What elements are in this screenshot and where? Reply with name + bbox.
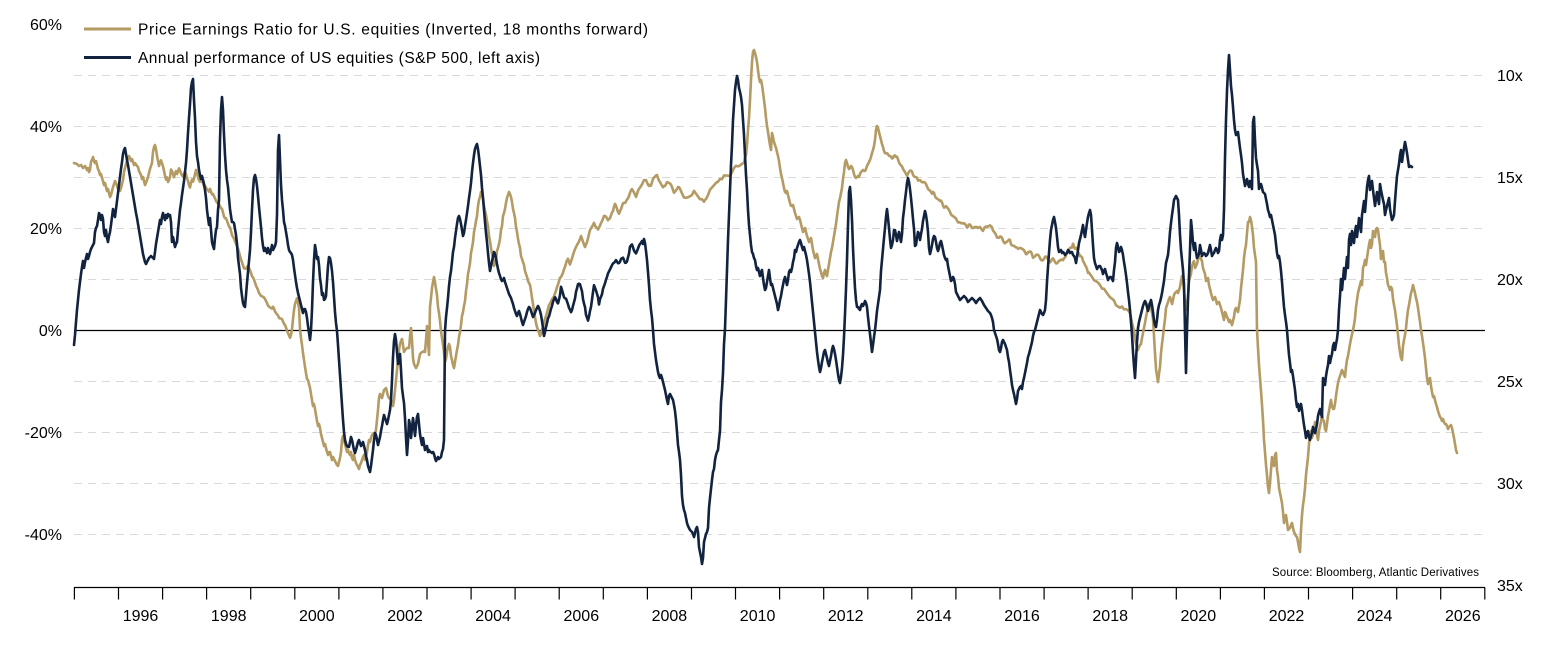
svg-text:10x: 10x bbox=[1497, 68, 1523, 85]
svg-text:2022: 2022 bbox=[1269, 608, 1305, 625]
svg-text:2026: 2026 bbox=[1445, 608, 1481, 625]
svg-text:2012: 2012 bbox=[828, 608, 864, 625]
svg-text:40%: 40% bbox=[30, 119, 62, 136]
svg-text:2008: 2008 bbox=[652, 608, 688, 625]
svg-text:20x: 20x bbox=[1497, 272, 1523, 289]
svg-text:1996: 1996 bbox=[123, 608, 159, 625]
svg-text:2016: 2016 bbox=[1004, 608, 1040, 625]
svg-text:35x: 35x bbox=[1497, 578, 1523, 595]
svg-text:30x: 30x bbox=[1497, 476, 1523, 493]
svg-text:2000: 2000 bbox=[299, 608, 335, 625]
svg-text:20%: 20% bbox=[30, 221, 62, 238]
svg-text:Price Earnings Ratio for U.S.: Price Earnings Ratio for U.S. equities (… bbox=[138, 22, 648, 39]
svg-text:60%: 60% bbox=[30, 17, 62, 34]
svg-text:25x: 25x bbox=[1497, 374, 1523, 391]
svg-text:2006: 2006 bbox=[564, 608, 600, 625]
svg-text:1998: 1998 bbox=[211, 608, 247, 625]
svg-text:2020: 2020 bbox=[1181, 608, 1217, 625]
svg-text:-20%: -20% bbox=[25, 425, 62, 442]
svg-text:2010: 2010 bbox=[740, 608, 776, 625]
svg-text:Annual performance of US equit: Annual performance of US equities (S&P 5… bbox=[138, 50, 540, 67]
svg-text:-40%: -40% bbox=[25, 527, 62, 544]
svg-text:Source: Bloomberg, Atlantic De: Source: Bloomberg, Atlantic Derivatives bbox=[1272, 567, 1479, 579]
svg-text:2018: 2018 bbox=[1092, 608, 1128, 625]
svg-text:2004: 2004 bbox=[475, 608, 511, 625]
svg-text:2014: 2014 bbox=[916, 608, 952, 625]
svg-text:2024: 2024 bbox=[1357, 608, 1393, 625]
svg-text:0%: 0% bbox=[39, 323, 62, 340]
svg-text:15x: 15x bbox=[1497, 170, 1523, 187]
svg-text:2002: 2002 bbox=[387, 608, 423, 625]
